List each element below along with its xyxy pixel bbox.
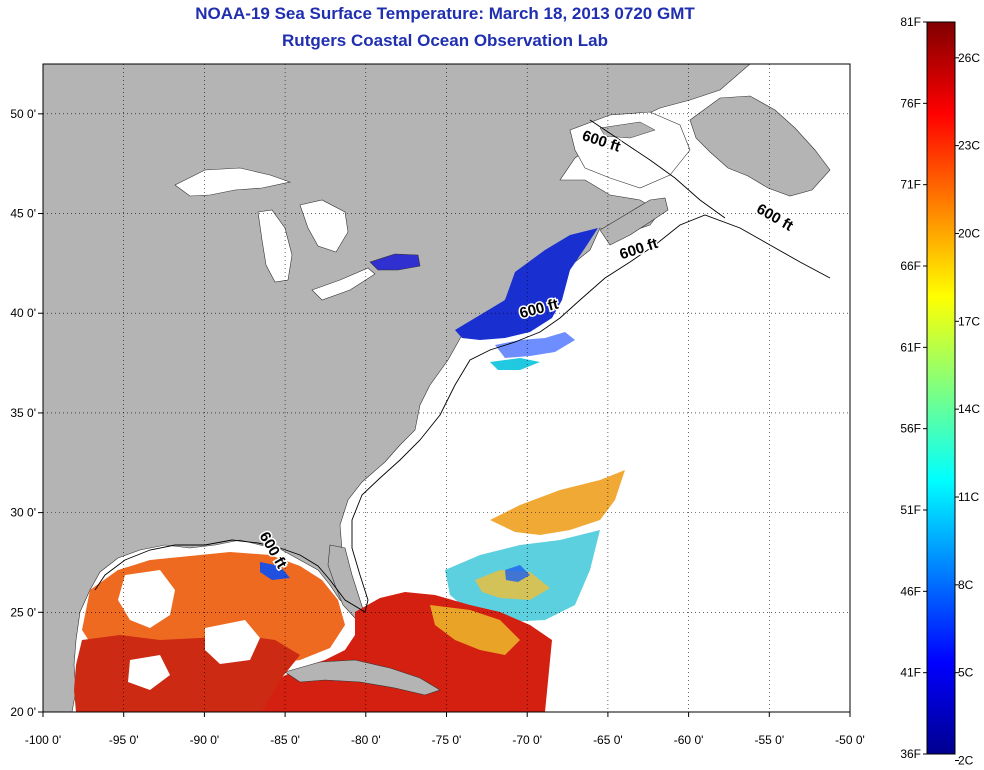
sst-gulf-cloud-1 <box>118 570 175 628</box>
isobath-600ft-line <box>94 214 831 613</box>
graticule <box>43 64 850 712</box>
lat-tick-label: 20 0' <box>10 705 36 719</box>
lon-tick-label: -80 0' <box>351 733 381 747</box>
colorbar-f-label: 51F <box>900 503 921 517</box>
colorbar-f-label: 61F <box>900 340 921 354</box>
sst-cold-shelf <box>455 228 598 340</box>
lake-huron <box>299 199 349 253</box>
isobath-600ft-gulf <box>589 119 726 219</box>
lon-tick-label: -70 0' <box>512 733 542 747</box>
lon-tick-label: -50 0' <box>835 733 865 747</box>
lon-tick-label: -100 0' <box>25 733 61 747</box>
colorbar-c-label: 23C <box>958 139 980 153</box>
anticosti-land <box>599 121 656 139</box>
colorbar-c-label: 17C <box>958 314 980 328</box>
sst-warm-offshore <box>490 470 625 535</box>
map-subtitle: Rutgers Coastal Ocean Observation Lab <box>282 31 608 50</box>
colorbar-c-label: 20C <box>958 226 980 240</box>
colorbar-f-label: 76F <box>900 96 921 110</box>
latitude-axis: 20 0' 25 0' 30 0' 35 0' 40 0' 45 0' 50 0' <box>10 107 43 719</box>
cuba-land <box>284 659 441 696</box>
sst-gulf-red <box>74 635 300 712</box>
lake-erie <box>311 267 376 301</box>
newfoundland-land <box>689 95 831 197</box>
colorbar-f-label: 56F <box>900 422 921 436</box>
lon-tick-label: -65 0' <box>593 733 623 747</box>
map-title: NOAA-19 Sea Surface Temperature: March 1… <box>195 4 695 23</box>
sst-bahamas-mixed <box>430 605 520 655</box>
gulf-st-lawrence <box>569 111 691 189</box>
colorbar-c-label: 8C <box>958 578 974 592</box>
longitude-axis: -100 0' -95 0' -90 0' -85 0' -80 0' -75 0' -70… <box>25 712 865 747</box>
sst-blue-eddy <box>505 565 530 582</box>
colorbar-f-label: 71F <box>900 178 921 192</box>
colorbar-f-label: 81F <box>900 15 921 29</box>
lon-tick-label: -95 0' <box>109 733 139 747</box>
colorbar-c-label: 14C <box>958 402 980 416</box>
maritimes-land <box>599 197 669 246</box>
lon-tick-label: -55 0' <box>754 733 784 747</box>
lat-tick-label: 50 0' <box>10 107 36 121</box>
colorbar-c-label: 2C <box>958 754 974 768</box>
colorbar-c-label: 11C <box>958 490 979 504</box>
lat-tick-label: 35 0' <box>10 406 36 420</box>
lon-tick-label: -75 0' <box>432 733 462 747</box>
colorbar <box>926 21 956 755</box>
colorbar-f-label: 36F <box>900 747 921 761</box>
lon-tick-label: -90 0' <box>190 733 220 747</box>
sst-cold-shelf-edge <box>495 332 575 358</box>
sst-gulf-cloud-2 <box>205 620 260 664</box>
lat-tick-label: 45 0' <box>10 207 36 221</box>
colorbar-c-label: 5C <box>958 666 974 680</box>
map-layers <box>43 64 831 712</box>
lake-ontario <box>369 253 421 271</box>
colorbar-f-label: 41F <box>900 666 921 680</box>
lake-michigan <box>257 209 293 283</box>
lake-superior <box>174 167 292 197</box>
colorbar-labels: 81F 76F 71F 66F 61F 56F 51F 46F 41F 36F 26C 23C 20C 1… <box>900 15 980 768</box>
lon-tick-label: -85 0' <box>270 733 300 747</box>
colorbar-c-label: 26C <box>958 51 980 65</box>
lat-tick-label: 40 0' <box>10 306 36 320</box>
sst-gulf-cloud-3 <box>128 655 170 690</box>
lat-tick-label: 25 0' <box>10 605 36 619</box>
lat-tick-label: 30 0' <box>10 506 36 520</box>
lon-tick-label: -60 0' <box>674 733 704 747</box>
colorbar-f-label: 46F <box>900 584 921 598</box>
sst-gulf-coastal-blue <box>260 562 290 580</box>
sst-warm-eddies <box>475 570 550 600</box>
north-america-land <box>43 64 751 712</box>
colorbar-f-label: 66F <box>900 259 921 273</box>
